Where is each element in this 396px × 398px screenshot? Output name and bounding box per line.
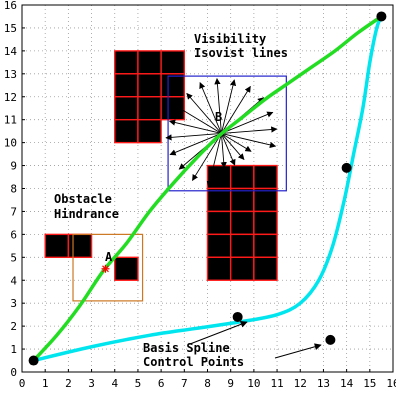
obstacle-cell	[254, 234, 277, 257]
y-tick-label: 16	[4, 0, 17, 12]
y-tick-label: 8	[10, 183, 17, 196]
x-tick-label: 8	[204, 377, 211, 390]
y-tick-label: 0	[10, 366, 17, 379]
x-tick-label: 10	[247, 377, 260, 390]
y-tick-label: 4	[10, 274, 17, 287]
obstacle-cell	[161, 74, 184, 97]
obstacle-cell	[68, 234, 91, 257]
x-tick-label: 9	[227, 377, 234, 390]
obstacle-cell	[231, 166, 254, 189]
x-tick-label: 5	[135, 377, 142, 390]
y-tick-label: 9	[10, 160, 17, 173]
obstacle-cell	[138, 51, 161, 74]
point-a-star-marker	[101, 265, 109, 273]
obstacle-cell	[231, 189, 254, 212]
y-tick-label: 5	[10, 251, 17, 264]
obstacle-cell	[115, 257, 138, 280]
obstacle-cell	[115, 97, 138, 120]
obstacle-cell	[138, 120, 161, 143]
x-tick-label: 4	[111, 377, 118, 390]
obstacle-cell	[208, 189, 231, 212]
x-tick-label: 13	[317, 377, 330, 390]
obstacle-cell	[138, 97, 161, 120]
y-tick-label: 7	[10, 205, 17, 218]
obstacle-cell	[254, 257, 277, 280]
point-b-label: B	[215, 110, 222, 124]
obstacle-cell	[231, 211, 254, 234]
obstacle-cell	[161, 51, 184, 74]
obstacle-cell	[208, 257, 231, 280]
obstacle-cell	[115, 51, 138, 74]
x-tick-label: 1	[42, 377, 49, 390]
y-tick-label: 12	[4, 91, 17, 104]
y-tick-label: 6	[10, 228, 17, 241]
obstacle-cell	[254, 189, 277, 212]
y-tick-label: 2	[10, 320, 17, 333]
obstacle-cell	[231, 234, 254, 257]
spline-label-line1: Basis Spline	[143, 341, 230, 355]
x-tick-label: 3	[88, 377, 95, 390]
obstacle-cell	[208, 211, 231, 234]
obstacle-cell	[231, 257, 254, 280]
obstacle-cell	[161, 97, 184, 120]
control-point	[29, 356, 39, 366]
x-tick-label: 7	[181, 377, 188, 390]
x-tick-label: 16	[386, 377, 396, 390]
x-tick-label: 0	[19, 377, 26, 390]
obstacle-cell	[254, 166, 277, 189]
obstacle-cell	[45, 234, 68, 257]
visibility-label-line1: Visibility	[194, 32, 266, 46]
obstacle-cell	[138, 74, 161, 97]
control-point	[233, 312, 243, 322]
y-tick-label: 10	[4, 137, 17, 150]
x-tick-label: 6	[158, 377, 165, 390]
visibility-label-line2: Isovist lines	[194, 46, 288, 60]
y-tick-label: 15	[4, 22, 17, 35]
y-tick-label: 11	[4, 114, 17, 127]
obstacle-label-line2: Hindrance	[54, 207, 119, 221]
obstacle-label-line1: Obstacle	[54, 192, 112, 206]
control-point	[376, 11, 386, 21]
control-point	[342, 163, 352, 173]
y-tick-label: 14	[4, 45, 18, 58]
point-a-label: A	[105, 250, 113, 264]
obstacle-cell	[115, 120, 138, 143]
y-tick-label: 13	[4, 68, 17, 81]
y-tick-label: 3	[10, 297, 17, 310]
obstacle-cell	[254, 211, 277, 234]
y-tick-label: 1	[10, 343, 17, 356]
spline-label-line2: Control Points	[143, 355, 244, 369]
x-tick-label: 14	[340, 377, 354, 390]
obstacle-cell	[115, 74, 138, 97]
obstacle-cell	[208, 234, 231, 257]
x-tick-label: 15	[363, 377, 376, 390]
control-point	[325, 335, 335, 345]
x-tick-label: 11	[270, 377, 283, 390]
x-tick-label: 12	[294, 377, 307, 390]
x-tick-label: 2	[65, 377, 72, 390]
